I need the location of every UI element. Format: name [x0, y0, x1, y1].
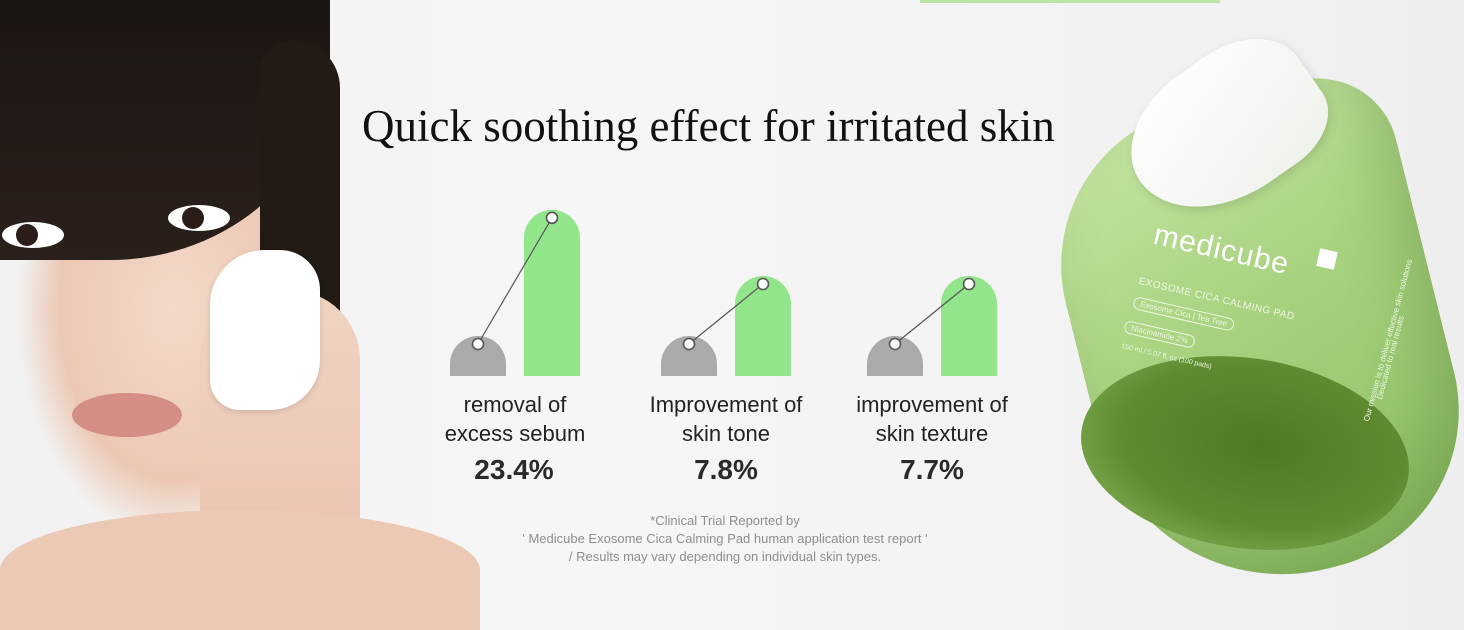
- baseline-bar: [450, 336, 506, 376]
- connector-line: [688, 283, 764, 345]
- baseline-bar: [867, 336, 923, 376]
- result-bar: [941, 276, 997, 376]
- footnote-line: ' Medicube Exosome Cica Calming Pad huma…: [522, 531, 928, 546]
- model-photo: [0, 0, 480, 630]
- connector-line: [894, 283, 970, 345]
- stat-label-line: skin texture: [875, 421, 989, 446]
- stat-label-line: excess sebum: [444, 421, 586, 446]
- footnote-line: *Clinical Trial Reported by: [650, 513, 800, 528]
- connector-line: [477, 217, 553, 345]
- stat-value-texture: 7.7%: [900, 454, 964, 485]
- baseline-bar: [661, 336, 717, 376]
- product-jar-image: medicube EXOSOME CICA CALMING PAD Exosom…: [1040, 28, 1464, 600]
- stat-label-line: skin tone: [681, 421, 771, 446]
- right-eye: [168, 205, 230, 231]
- baseline-point: [888, 337, 902, 351]
- footnote: *Clinical Trial Reported by ' Medicube E…: [470, 512, 980, 566]
- result-point: [545, 211, 559, 225]
- stat-label-tone: Improvement of skin tone: [626, 390, 826, 448]
- result-point: [756, 277, 770, 291]
- headline: Quick soothing effect for irritated skin: [362, 101, 1055, 151]
- bar-chart: [450, 209, 997, 376]
- stat-label-texture: improvement of skin texture: [832, 390, 1032, 448]
- top-accent-line: [920, 0, 1220, 3]
- result-point: [962, 277, 976, 291]
- stat-label-line: improvement of: [856, 392, 1008, 417]
- stat-value-sebum: 23.4%: [474, 454, 554, 485]
- footnote-line: / Results may vary depending on individu…: [568, 549, 882, 564]
- stat-label-line: Improvement of: [649, 392, 803, 417]
- stat-label-line: removal of: [463, 392, 567, 417]
- lips: [72, 393, 182, 437]
- shoulder: [0, 510, 480, 630]
- baseline-point: [471, 337, 485, 351]
- stat-value-tone: 7.8%: [694, 454, 758, 485]
- left-eye: [2, 222, 64, 248]
- baseline-point: [682, 337, 696, 351]
- cotton-pad: [210, 250, 320, 410]
- stat-label-sebum: removal of excess sebum: [415, 390, 615, 448]
- result-bar: [524, 209, 580, 376]
- result-bar: [735, 276, 791, 376]
